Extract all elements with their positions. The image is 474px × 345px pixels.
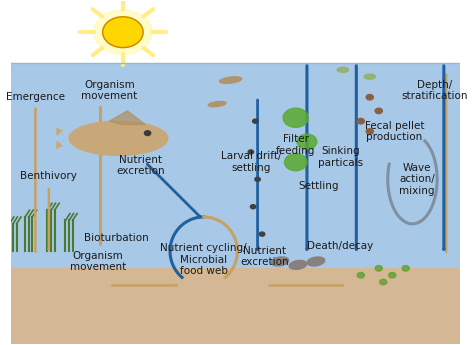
Circle shape — [297, 134, 317, 149]
Circle shape — [103, 17, 143, 48]
Text: Nutrient
excretion: Nutrient excretion — [240, 246, 289, 267]
Circle shape — [284, 154, 307, 171]
Text: Bioturbation: Bioturbation — [84, 233, 148, 243]
Circle shape — [259, 232, 265, 236]
Ellipse shape — [219, 77, 242, 83]
Ellipse shape — [208, 101, 226, 107]
Text: Sinking
particals: Sinking particals — [318, 146, 363, 168]
Circle shape — [255, 177, 260, 181]
Circle shape — [389, 273, 396, 278]
Circle shape — [380, 279, 387, 285]
Text: Nutrient
excretion: Nutrient excretion — [117, 155, 165, 176]
Circle shape — [283, 108, 308, 127]
Ellipse shape — [271, 257, 289, 266]
Polygon shape — [109, 111, 146, 125]
FancyArrowPatch shape — [56, 139, 66, 149]
FancyBboxPatch shape — [11, 268, 460, 344]
Circle shape — [357, 118, 365, 124]
Circle shape — [94, 10, 152, 55]
Text: Organism
movement: Organism movement — [70, 251, 127, 272]
Text: Death/decay: Death/decay — [308, 241, 374, 251]
Circle shape — [145, 131, 151, 136]
Text: Depth/
stratification: Depth/ stratification — [401, 80, 468, 101]
Circle shape — [366, 129, 374, 134]
Circle shape — [357, 273, 365, 278]
Circle shape — [375, 266, 383, 271]
Circle shape — [250, 205, 256, 209]
Text: Larval drift/
settling: Larval drift/ settling — [220, 151, 281, 173]
Text: Fecal pellet
production: Fecal pellet production — [365, 121, 424, 142]
FancyBboxPatch shape — [11, 1, 460, 63]
Ellipse shape — [69, 121, 168, 155]
Circle shape — [248, 150, 254, 154]
FancyBboxPatch shape — [11, 63, 460, 268]
Ellipse shape — [337, 67, 348, 72]
Text: Organism
movement: Organism movement — [82, 80, 137, 101]
Circle shape — [366, 95, 374, 100]
FancyArrowPatch shape — [56, 127, 66, 138]
Circle shape — [253, 119, 258, 123]
Text: Filter
feeding: Filter feeding — [276, 134, 315, 156]
Text: Emergence: Emergence — [6, 92, 65, 102]
Circle shape — [375, 108, 383, 114]
Ellipse shape — [307, 257, 325, 266]
Text: Wave
action/
mixing: Wave action/ mixing — [399, 163, 435, 196]
Ellipse shape — [364, 74, 375, 79]
Circle shape — [402, 266, 409, 271]
Ellipse shape — [289, 260, 307, 269]
Text: Settling: Settling — [298, 181, 338, 191]
Text: Benthivory: Benthivory — [20, 171, 77, 181]
Text: Nutrient cycling/
Microbial
food web: Nutrient cycling/ Microbial food web — [160, 243, 247, 276]
